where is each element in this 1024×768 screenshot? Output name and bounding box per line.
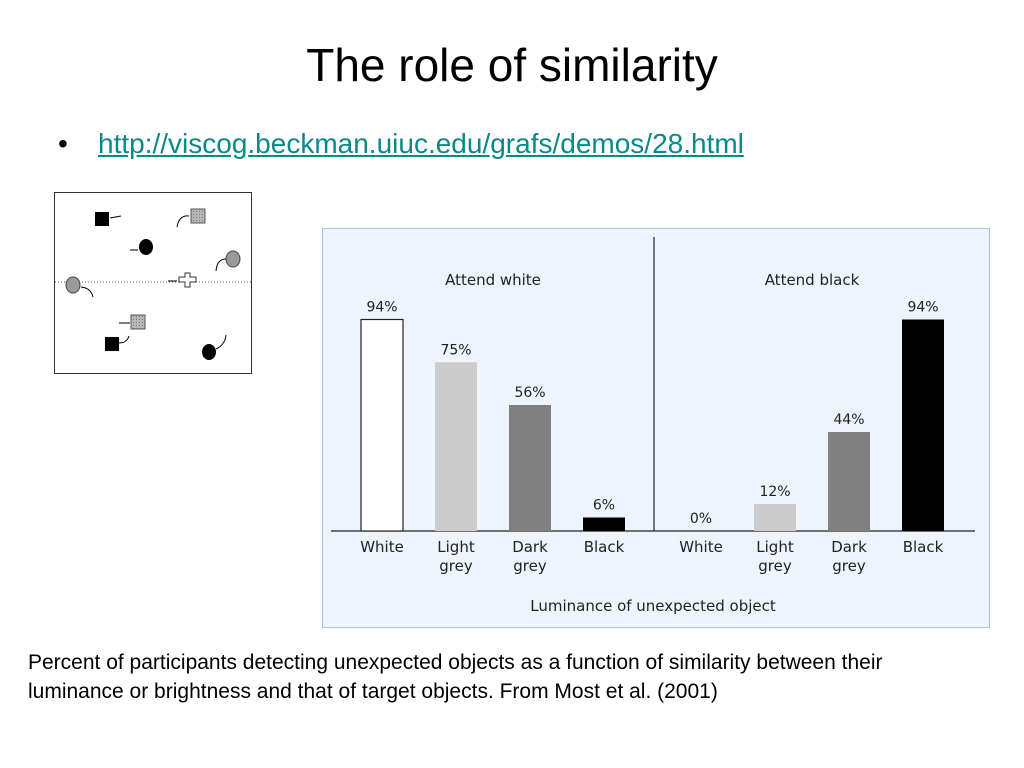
motion-arrow — [80, 286, 94, 298]
link-bullet: • http://viscog.beckman.uiuc.edu/grafs/d… — [58, 128, 744, 160]
data-label: 12% — [759, 484, 790, 500]
bar-chart-svg: Attend white94%White75%Lightgrey56%Darkg… — [331, 237, 975, 615]
motion-arrow — [176, 215, 190, 228]
x-axis-label: Luminance of unexpected object — [530, 597, 776, 615]
category-label: grey — [439, 557, 473, 575]
demo-figure-svg — [55, 208, 253, 360]
data-label: 94% — [366, 300, 397, 316]
motion-arrow — [118, 335, 130, 344]
motion-arrow — [109, 215, 122, 219]
bar-attend-black-3 — [902, 319, 944, 531]
category-label: grey — [832, 557, 866, 575]
category-label: Black — [584, 538, 625, 556]
category-label: White — [360, 538, 404, 556]
black-circle-icon — [139, 239, 153, 255]
grey-square-icon — [130, 314, 146, 330]
bar-attend-black-2 — [828, 432, 870, 531]
bullet-dot: • — [58, 128, 68, 159]
bar-attend-white-0 — [360, 318, 404, 532]
black-circle-icon — [202, 344, 216, 360]
data-label: 75% — [440, 342, 471, 358]
category-label: Light — [437, 538, 475, 556]
category-label: Dark — [512, 538, 548, 556]
bar-attend-black-1 — [754, 504, 796, 531]
bar-chart: Attend white 94% White 75% Light grey 56% Dark g… — [322, 228, 990, 628]
grey-square-icon — [190, 208, 206, 224]
data-label: 44% — [833, 412, 864, 428]
category-label: White — [679, 538, 723, 556]
series-label-attend-white: Attend white — [445, 271, 541, 289]
bar-attend-white-2 — [509, 405, 551, 531]
motion-arrow — [215, 334, 227, 350]
grey-circle-icon — [65, 276, 81, 294]
grey-circle-icon — [225, 250, 241, 268]
black-square-icon — [95, 212, 109, 226]
data-label: 0% — [690, 511, 712, 527]
category-label: Light — [756, 538, 794, 556]
data-label: 6% — [593, 498, 615, 514]
black-square-icon — [105, 337, 119, 351]
figure-caption: Percent of participants detecting unexpe… — [28, 651, 883, 703]
demo-figure — [54, 192, 253, 374]
category-label: Dark — [831, 538, 867, 556]
series-label-attend-black: Attend black — [765, 271, 860, 289]
motion-arrow — [215, 258, 227, 272]
bar-attend-white-3 — [583, 517, 625, 531]
data-label: 56% — [514, 385, 545, 401]
data-label: 94% — [907, 300, 938, 316]
white-cross-icon — [178, 272, 197, 288]
slide-title: The role of similarity — [306, 39, 718, 91]
bar-attend-white-1 — [435, 362, 477, 531]
category-label: grey — [758, 557, 792, 575]
category-label: grey — [513, 557, 547, 575]
demo-link[interactable]: http://viscog.beckman.uiuc.edu/grafs/dem… — [98, 128, 744, 159]
category-label: Black — [903, 538, 944, 556]
